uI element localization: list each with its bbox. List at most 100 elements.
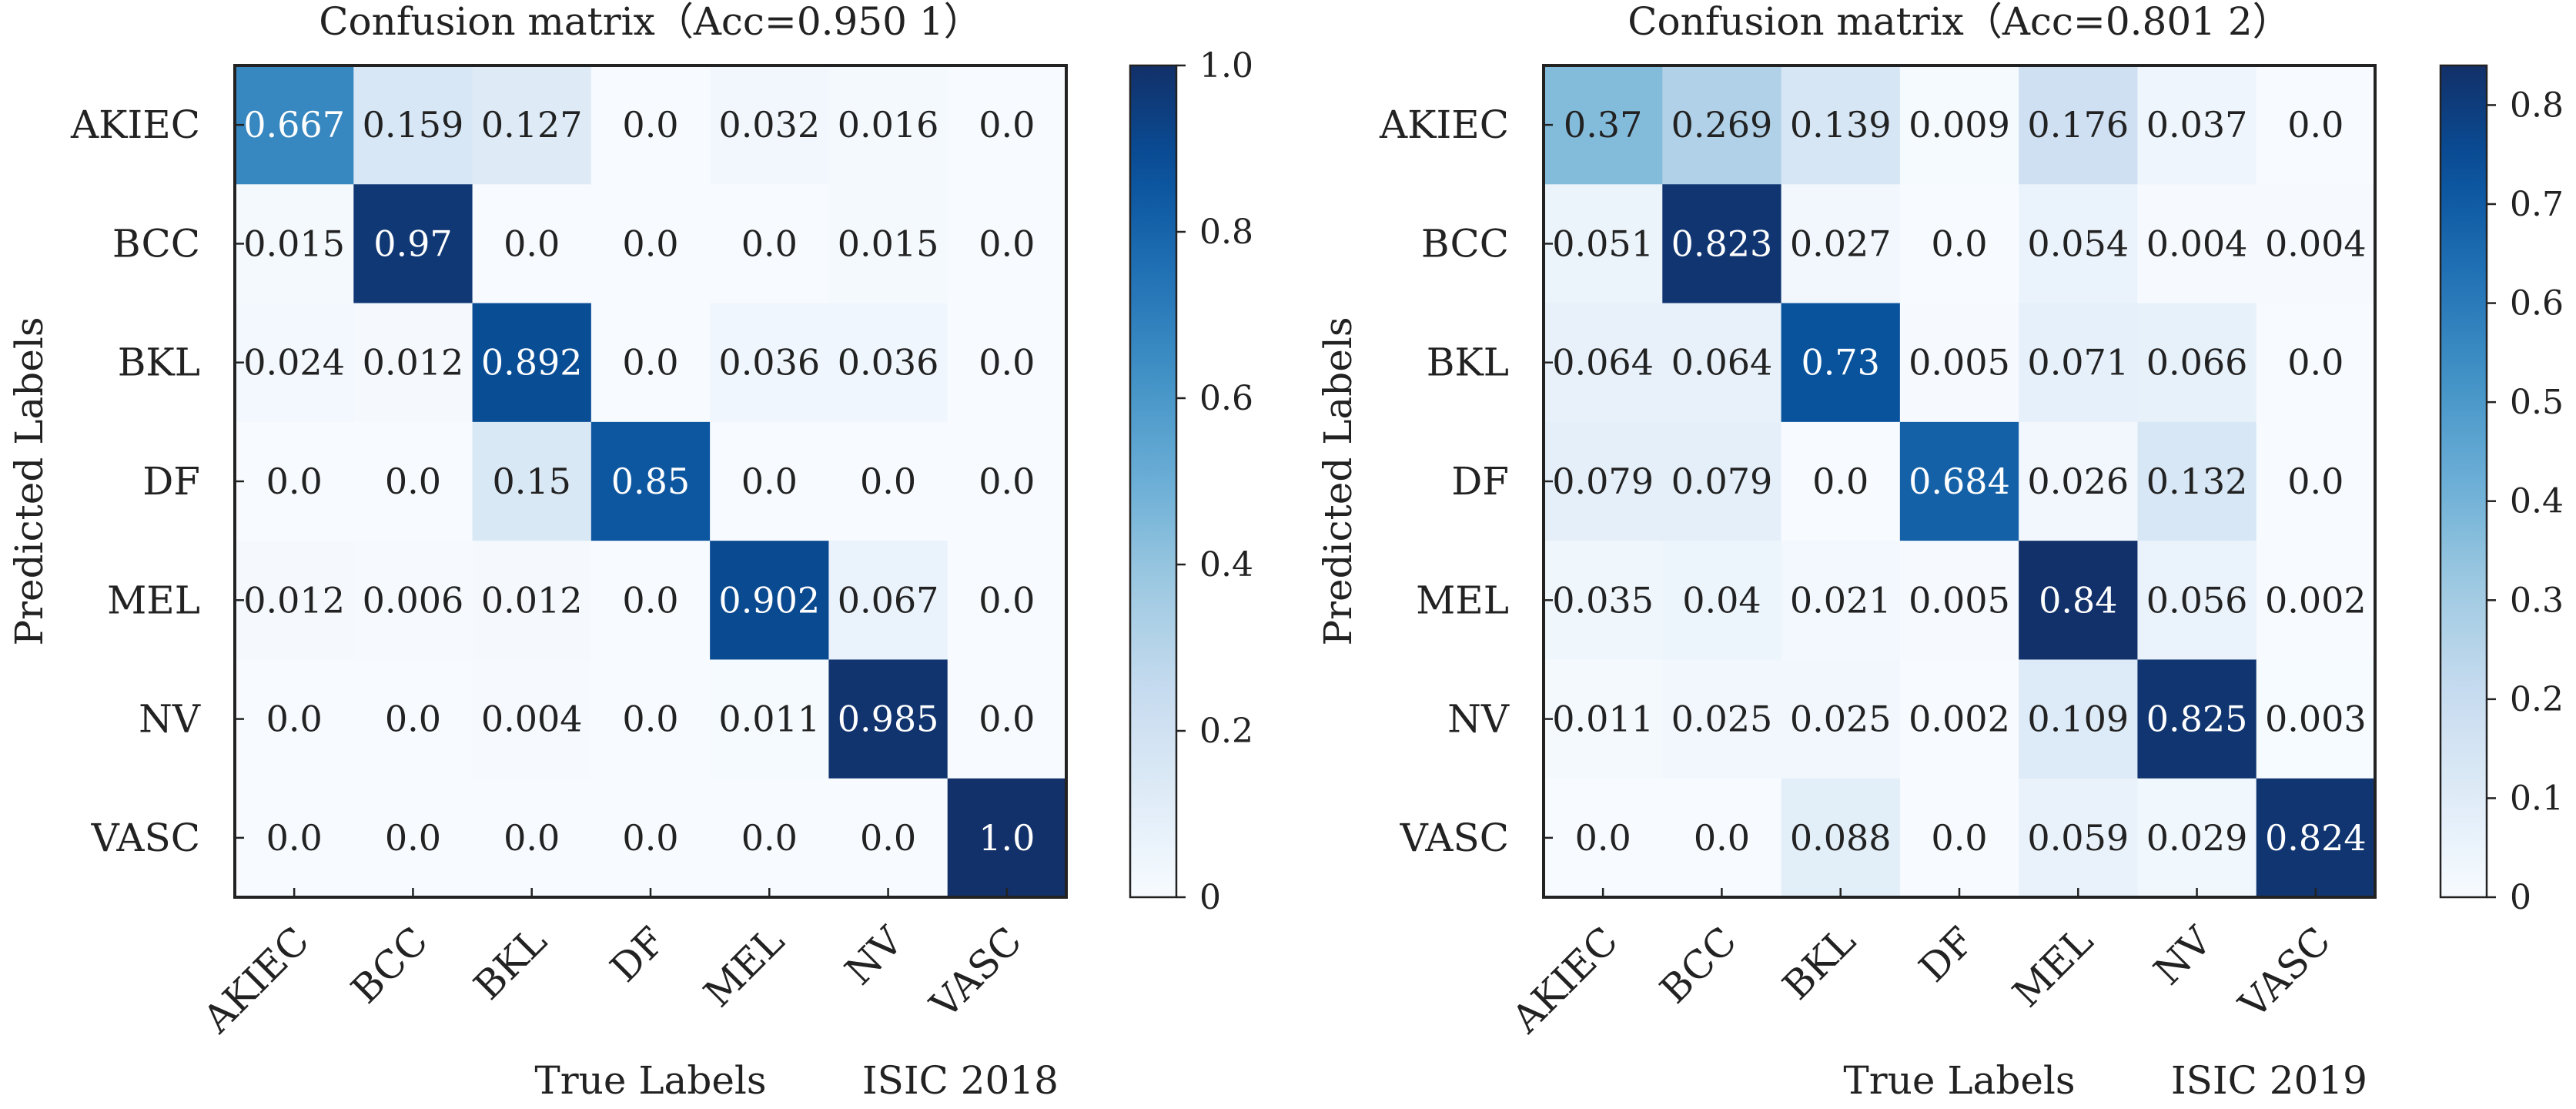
heatmap-cell [472, 659, 592, 779]
colorbar-tick-label: 0.8 [2510, 85, 2564, 125]
y-axis-label: Predicted Labels [1316, 317, 1360, 646]
y-tick-label: NV [139, 697, 201, 742]
cell-value: 0.04 [1682, 579, 1761, 621]
x-tick-label: DF [1911, 918, 1983, 990]
cell-value: 0.0 [622, 342, 678, 384]
heatmap-cell [1662, 541, 1782, 661]
y-tick-label: BKL [118, 340, 200, 385]
y-tick-label: MEL [107, 578, 200, 622]
heatmap-cell [710, 778, 830, 898]
colorbar-tick-label: 0.5 [2510, 383, 2564, 422]
colorbar-tick-label: 0.8 [1199, 213, 1253, 252]
cell-value: 0.0 [622, 579, 678, 621]
colorbar-tick-label: 0.3 [2510, 581, 2564, 620]
cell-value: 0.032 [718, 104, 820, 146]
heatmap-cell [2137, 303, 2257, 423]
heatmap-cell [590, 184, 711, 304]
cell-value: 0.0 [622, 817, 678, 859]
heatmap-cell [2137, 184, 2257, 304]
cell-value: 0.37 [1564, 104, 1642, 146]
cell-value: 0.127 [481, 104, 583, 146]
cell-value: 0.84 [2039, 579, 2117, 621]
heatmap-cell [2137, 778, 2257, 898]
cell-value: 0.0 [503, 817, 560, 859]
x-axis-label: True Labels [1843, 1058, 2075, 1103]
heatmap-cell [2019, 541, 2139, 661]
y-tick-label: NV [1447, 697, 1510, 742]
heatmap-cell [710, 303, 830, 423]
cell-value: 0.015 [243, 223, 345, 264]
heatmap-cell [1544, 541, 1663, 661]
cell-value: 0.036 [718, 342, 820, 384]
heatmap-cell [1662, 303, 1782, 423]
cell-value: 0.0 [741, 223, 798, 264]
cell-value: 0.026 [2027, 461, 2129, 502]
x-tick-label: VASC [2230, 918, 2340, 1027]
cell-value: 0.051 [1552, 223, 1654, 264]
heatmap-cell [353, 778, 473, 898]
heatmap-cell [828, 184, 948, 304]
y-axis-label: Predicted Labels [7, 317, 52, 646]
chart-title: Confusion matrix（Acc=0.801 2） [1628, 0, 2290, 44]
heatmap-cell [590, 778, 711, 898]
heatmap-cell [947, 659, 1067, 779]
heatmap-cell [1544, 65, 1663, 185]
cell-value: 0.003 [2265, 699, 2367, 740]
colorbar-tick-label: 0.7 [2510, 185, 2564, 224]
cell-value: 0.024 [243, 342, 345, 384]
heatmap-cell [472, 541, 592, 661]
heatmap-cell [947, 184, 1067, 304]
cell-value: 0.0 [385, 699, 441, 740]
heatmap-cell [1662, 421, 1782, 541]
cell-value: 0.064 [1671, 342, 1773, 384]
cell-value: 0.0 [503, 223, 560, 264]
x-tick-label: AKIEC [1503, 918, 1626, 1041]
heatmap-cell [2256, 659, 2376, 779]
cell-value: 0.004 [2146, 223, 2248, 264]
cell-value: 0.0 [1575, 817, 1631, 859]
heatmap-cell [235, 184, 354, 304]
cell-value: 0.0 [266, 699, 323, 740]
heatmap-cell [353, 541, 473, 661]
y-tick-label: AKIEC [1379, 102, 1509, 147]
cell-value: 0.002 [2265, 579, 2367, 621]
heatmap-cell [590, 541, 711, 661]
x-tick-label: VASC [922, 918, 1031, 1027]
colorbar-tick-label: 0.2 [1199, 712, 1253, 751]
heatmap-cell [1899, 65, 2019, 185]
heatmap-cell [353, 659, 473, 779]
heatmap-cell [947, 65, 1067, 185]
colorbar-tick-label: 0 [1199, 878, 1221, 917]
heatmap-cell [353, 303, 473, 423]
confusion-matrix-isic-2018: Confusion matrix（Acc=0.950 1） 0.667 0.159 0… [7, 0, 1253, 1103]
cell-value: 0.016 [838, 104, 939, 146]
heatmap-cell [1781, 778, 1901, 898]
heatmap-cell [828, 421, 948, 541]
heatmap-cell [235, 541, 354, 661]
cell-value: 0.825 [2146, 699, 2248, 740]
cell-value: 0.684 [1909, 461, 2010, 502]
x-tick-label: NV [2146, 918, 2221, 993]
cell-value: 0.0 [741, 817, 798, 859]
colorbar-tick-label: 0.4 [2510, 482, 2564, 521]
heatmap-cell [472, 184, 592, 304]
cell-value: 0.176 [2027, 104, 2129, 146]
cell-value: 0.0 [1694, 817, 1750, 859]
cell-value: 0.0 [860, 461, 916, 502]
cell-value: 0.0 [979, 342, 1035, 384]
colorbar-tick-label: 0.4 [1199, 545, 1253, 585]
cell-value: 0.0 [622, 699, 678, 740]
cell-value: 0.025 [1790, 699, 1892, 740]
cell-value: 0.823 [1671, 223, 1773, 264]
cell-value: 0.006 [363, 579, 464, 621]
heatmap-cell [947, 778, 1067, 898]
heatmap-cell [947, 541, 1067, 661]
colorbar-tick-label: 0.6 [1199, 379, 1253, 418]
heatmap-cell [1781, 541, 1901, 661]
cell-value: 1.0 [979, 817, 1035, 859]
heatmap-cell [828, 65, 948, 185]
y-tick-label: VASC [1400, 816, 1509, 860]
cell-value: 0.015 [838, 223, 939, 264]
cell-value: 0.109 [2027, 699, 2129, 740]
